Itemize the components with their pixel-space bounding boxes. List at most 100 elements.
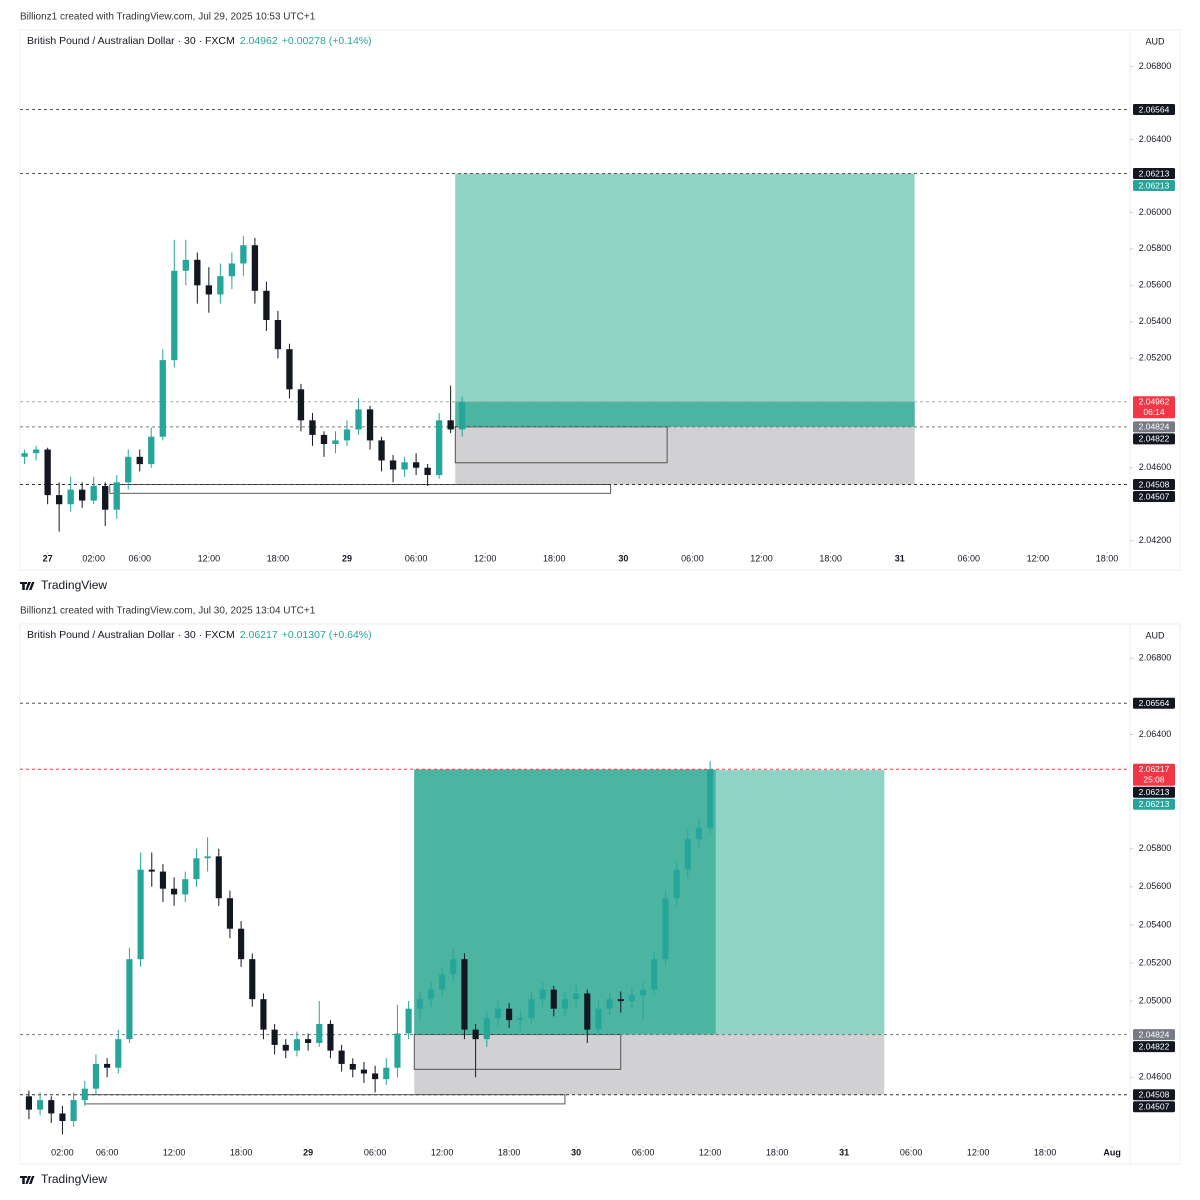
y-tick-label: 2.05200 <box>1139 957 1172 967</box>
candle-body <box>148 869 155 872</box>
candle-body <box>309 420 316 435</box>
candle-body <box>55 495 63 505</box>
x-tick-label: 30 <box>571 1147 581 1157</box>
candle-body <box>528 999 535 1019</box>
candle-body <box>182 879 189 895</box>
candle-body <box>383 1067 390 1080</box>
candle-body <box>378 440 385 461</box>
candle-body <box>305 1039 312 1043</box>
x-tick-label: 12:00 <box>699 1147 722 1157</box>
candle-body <box>424 467 431 476</box>
x-tick-label: 06:00 <box>128 553 151 563</box>
x-tick-label: 12:00 <box>163 1147 186 1157</box>
candle-body <box>21 453 28 457</box>
logo <box>19 1176 35 1184</box>
candle-body <box>159 360 166 437</box>
candle-body <box>416 999 423 1009</box>
price-label-box <box>1133 697 1175 709</box>
chart-panel: Billionz1 created with TradingView.com, … <box>19 606 1181 1186</box>
candle-body <box>125 456 132 483</box>
candle-body <box>274 320 282 350</box>
stop-zone <box>414 1034 885 1095</box>
candle-body <box>517 1018 524 1021</box>
candle-body <box>25 1096 33 1110</box>
candle-body <box>320 434 328 445</box>
x-tick-label: 18:00 <box>230 1147 253 1157</box>
price-label: 2.06564 <box>1139 104 1170 114</box>
candle-body <box>447 420 454 430</box>
x-tick-label: 12:00 <box>198 553 221 563</box>
candle-body <box>561 999 569 1009</box>
candle-body <box>472 1029 479 1040</box>
y-tick-label: 2.05800 <box>1139 843 1172 853</box>
symbol: British Pound / Australian Dollar · 30 ·… <box>27 629 235 641</box>
candle-body <box>249 959 256 1000</box>
price-label: 2.04507 <box>1139 491 1170 501</box>
symbol: British Pound / Australian Dollar · 30 ·… <box>27 35 235 47</box>
candle-body <box>90 485 97 501</box>
price-change: +0.01307 (+0.64%) <box>282 629 372 641</box>
currency: AUD <box>1145 630 1165 640</box>
candle-body <box>483 1018 490 1040</box>
price-label-box <box>1133 168 1175 180</box>
candle-body <box>355 409 362 430</box>
price-label-box <box>1133 1041 1175 1053</box>
price-label-box <box>1133 1029 1175 1041</box>
x-tick-label: 12:00 <box>431 1147 454 1157</box>
x-tick-label: 31 <box>839 1147 849 1157</box>
candle-body <box>136 456 143 465</box>
candle-body <box>37 1100 44 1110</box>
countdown: 06:14 <box>1143 407 1165 417</box>
x-tick-label: 18:00 <box>498 1147 521 1157</box>
drawn-rectangle <box>109 484 612 494</box>
drawn-rectangle <box>413 1034 622 1070</box>
candle-body <box>215 856 222 899</box>
candle-body <box>628 995 636 1002</box>
price-change: +0.00278 (+0.14%) <box>282 35 372 47</box>
y-tick-label: 2.05000 <box>1139 995 1172 1005</box>
price-label: 2.04822 <box>1139 434 1170 444</box>
candle-body <box>81 1088 88 1101</box>
x-tick-label: 02:00 <box>82 553 105 563</box>
x-tick-label: 12:00 <box>750 553 773 563</box>
x-tick-label: 06:00 <box>958 553 981 563</box>
x-tick-label: 29 <box>303 1147 313 1157</box>
candle-body <box>126 959 133 1040</box>
candle-body <box>182 259 189 271</box>
price-label: 2.04824 <box>1139 1029 1170 1039</box>
x-tick-label: Aug <box>1103 1147 1121 1157</box>
x-tick-label: 02:00 <box>51 1147 74 1157</box>
price-label: 2.06213 <box>1139 787 1170 797</box>
candle-body <box>651 959 658 990</box>
last-price: 2.04962 <box>240 35 278 47</box>
currency: AUD <box>1145 36 1165 46</box>
price-label-box <box>1133 180 1175 192</box>
candle-body <box>327 1023 334 1051</box>
candle-body <box>226 898 234 929</box>
candle-body <box>349 1063 356 1070</box>
candle-body <box>104 1063 111 1068</box>
candle-body <box>193 858 200 880</box>
x-tick-label: 06:00 <box>405 553 428 563</box>
candle-body <box>204 856 211 859</box>
price-label-box <box>1133 798 1175 810</box>
price-label: 2.04822 <box>1139 1041 1170 1051</box>
candle-body <box>238 928 245 960</box>
price-label: 2.06217 <box>1139 764 1170 774</box>
candle-body <box>458 401 466 430</box>
symbol-line: British Pound / Australian Dollar · 30 ·… <box>27 35 372 47</box>
candle-body <box>435 420 443 476</box>
candle-body <box>137 869 144 960</box>
logo <box>19 582 35 590</box>
candle-body <box>450 959 457 975</box>
footer: TradingView <box>41 1172 107 1186</box>
candle-body <box>707 769 714 828</box>
stop-zone <box>455 426 915 485</box>
price-label-box <box>1133 1089 1175 1101</box>
candle-body <box>539 989 546 1000</box>
x-tick-label: 18:00 <box>819 553 842 563</box>
price-label-box <box>1133 104 1175 116</box>
candle-body <box>673 869 680 899</box>
y-tick-label: 2.04600 <box>1139 1072 1172 1082</box>
candle-body <box>401 462 408 470</box>
